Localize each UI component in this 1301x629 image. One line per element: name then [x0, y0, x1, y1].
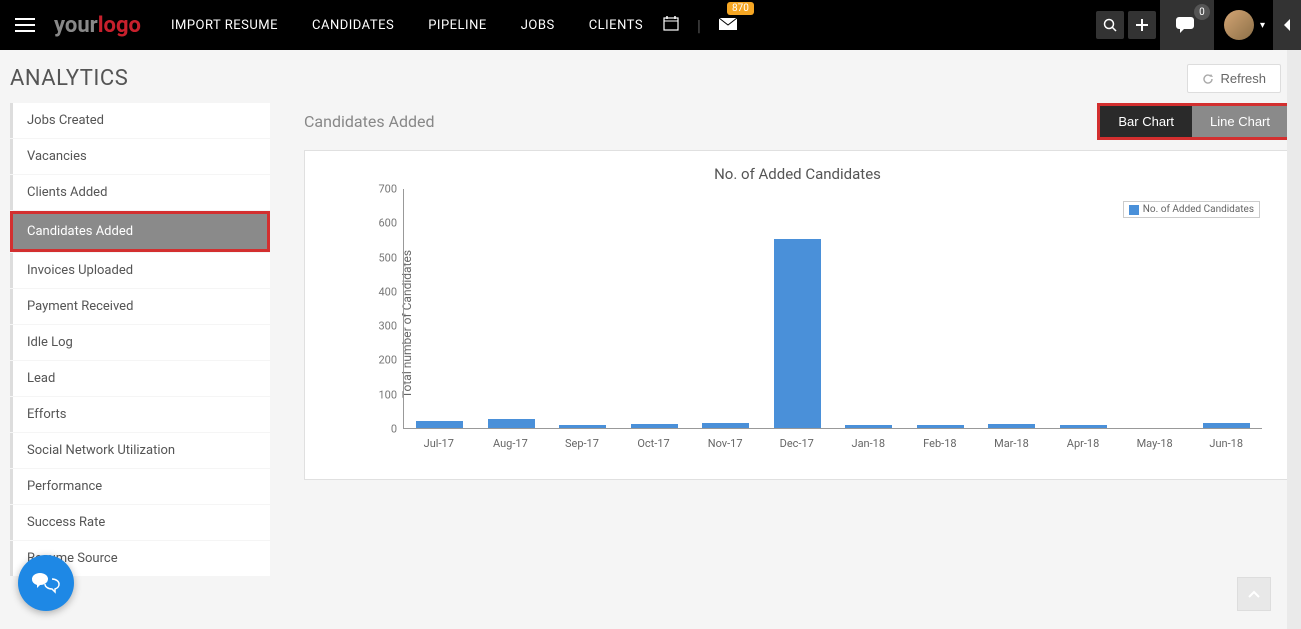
search-button[interactable] [1096, 11, 1124, 39]
sidebar-item-success-rate[interactable]: Success Rate [10, 505, 270, 540]
sidebar-item-vacancies[interactable]: Vacancies [10, 139, 270, 174]
hamburger-icon [15, 18, 35, 32]
chart-plot [403, 189, 1262, 429]
page-title: ANALYTICS [10, 66, 128, 91]
chart-bar [631, 424, 678, 428]
x-label: Aug-17 [493, 437, 528, 450]
x-label: Oct-17 [637, 437, 669, 450]
top-nav-bar: yourlogo IMPORT RESUME CANDIDATES PIPELI… [0, 0, 1301, 50]
x-label: May-18 [1137, 437, 1173, 450]
sidebar-item-clients-added[interactable]: Clients Added [10, 175, 270, 210]
y-tick: 500 [378, 251, 397, 264]
sidebar-item-idle-log[interactable]: Idle Log [10, 325, 270, 360]
chart-bar [917, 425, 964, 428]
x-label: Sep-17 [565, 437, 599, 450]
menu-toggle[interactable] [0, 18, 50, 32]
chat-button[interactable]: 0 [1160, 0, 1214, 50]
x-label: Jul-17 [424, 437, 454, 450]
bar-chart-tab[interactable]: Bar Chart [1100, 106, 1192, 137]
floating-chat-button[interactable] [18, 555, 74, 611]
content-area: Candidates Added Bar Chart Line Chart No… [270, 103, 1291, 577]
mail-badge: 870 [727, 2, 754, 15]
chart-bar [702, 423, 749, 428]
topbar-right: 0 ▾ [1096, 0, 1301, 50]
calendar-icon[interactable] [663, 15, 679, 35]
refresh-icon [1202, 73, 1214, 85]
chart-card: No. of Added Candidates No. of Added Can… [304, 150, 1291, 480]
x-label: Dec-17 [780, 437, 814, 450]
sidebar-item-social-network-utilization[interactable]: Social Network Utilization [10, 433, 270, 468]
nav-clients[interactable]: CLIENTS [589, 18, 643, 33]
scroll-to-top-button[interactable] [1237, 577, 1271, 611]
collapse-right-panel[interactable] [1273, 0, 1301, 50]
x-label: Jan-18 [852, 437, 886, 450]
chart-bar [559, 425, 606, 428]
chart-bar [1203, 423, 1250, 428]
sidebar-item-lead[interactable]: Lead [10, 361, 270, 396]
sidebar-item-efforts[interactable]: Efforts [10, 397, 270, 432]
x-label: Mar-18 [994, 437, 1029, 450]
plus-icon [1135, 18, 1149, 32]
y-tick: 600 [378, 217, 397, 230]
y-tick: 100 [378, 388, 397, 401]
sidebar-item-candidates-added[interactable]: Candidates Added [10, 211, 270, 252]
chart-bar [488, 419, 535, 428]
y-tick: 300 [378, 320, 397, 333]
chevron-left-icon [1282, 19, 1292, 31]
x-label: Apr-18 [1067, 437, 1099, 450]
right-scrollbar-track [1287, 50, 1301, 629]
y-tick: 700 [378, 183, 397, 196]
chart-type-toggle: Bar Chart Line Chart [1097, 103, 1291, 140]
chat-icon [1175, 15, 1199, 35]
chat-badge: 0 [1194, 4, 1210, 20]
chart-area: Total number of Candidates 0100200300400… [363, 189, 1272, 459]
y-tick: 400 [378, 285, 397, 298]
search-icon [1103, 18, 1117, 32]
nav-import-resume[interactable]: IMPORT RESUME [171, 18, 278, 33]
logo-part1: your [54, 13, 98, 38]
chart-bar [774, 239, 821, 428]
nav-icons: | 870 [663, 15, 737, 35]
nav-jobs[interactable]: JOBS [521, 18, 555, 33]
line-chart-tab[interactable]: Line Chart [1192, 106, 1288, 137]
add-button[interactable] [1128, 11, 1156, 39]
refresh-label: Refresh [1220, 71, 1266, 86]
nav-candidates[interactable]: CANDIDATES [312, 18, 394, 33]
page-header: ANALYTICS Refresh [0, 50, 1301, 103]
chevron-up-icon [1247, 589, 1261, 599]
chat-bubbles-icon [31, 570, 61, 596]
analytics-sidebar: Jobs CreatedVacanciesClients AddedCandid… [10, 103, 270, 577]
y-ticks: 0100200300400500600700 [363, 189, 403, 429]
sidebar-item-payment-received[interactable]: Payment Received [10, 289, 270, 324]
nav-pipeline[interactable]: PIPELINE [428, 18, 487, 33]
y-tick: 200 [378, 354, 397, 367]
x-labels: Jul-17 Aug-17 Sep-17 Oct-17 Nov-17 Dec-17 Jan-… [403, 431, 1262, 459]
logo[interactable]: yourlogo [54, 13, 141, 38]
chart-bar [988, 424, 1035, 428]
logo-part2: logo [98, 13, 141, 38]
refresh-button[interactable]: Refresh [1187, 64, 1281, 93]
mail-icon[interactable]: 870 [719, 16, 737, 35]
x-label: Nov-17 [708, 437, 743, 450]
content-header: Candidates Added Bar Chart Line Chart [304, 103, 1291, 140]
sidebar-item-invoices-uploaded[interactable]: Invoices Uploaded [10, 253, 270, 288]
y-tick: 0 [391, 423, 397, 436]
sidebar-item-performance[interactable]: Performance [10, 469, 270, 504]
chart-bar [1060, 425, 1107, 428]
section-title: Candidates Added [304, 112, 435, 131]
chart-bar [845, 425, 892, 428]
avatar[interactable] [1224, 10, 1254, 40]
chart-title: No. of Added Candidates [323, 165, 1272, 183]
x-label: Jun-18 [1209, 437, 1243, 450]
sidebar-item-jobs-created[interactable]: Jobs Created [10, 103, 270, 138]
chart-bar [416, 421, 463, 428]
x-label: Feb-18 [923, 437, 956, 450]
main-layout: Jobs CreatedVacanciesClients AddedCandid… [0, 103, 1301, 577]
user-menu-chevron[interactable]: ▾ [1260, 20, 1265, 31]
nav-items: IMPORT RESUME CANDIDATES PIPELINE JOBS C… [171, 18, 643, 33]
